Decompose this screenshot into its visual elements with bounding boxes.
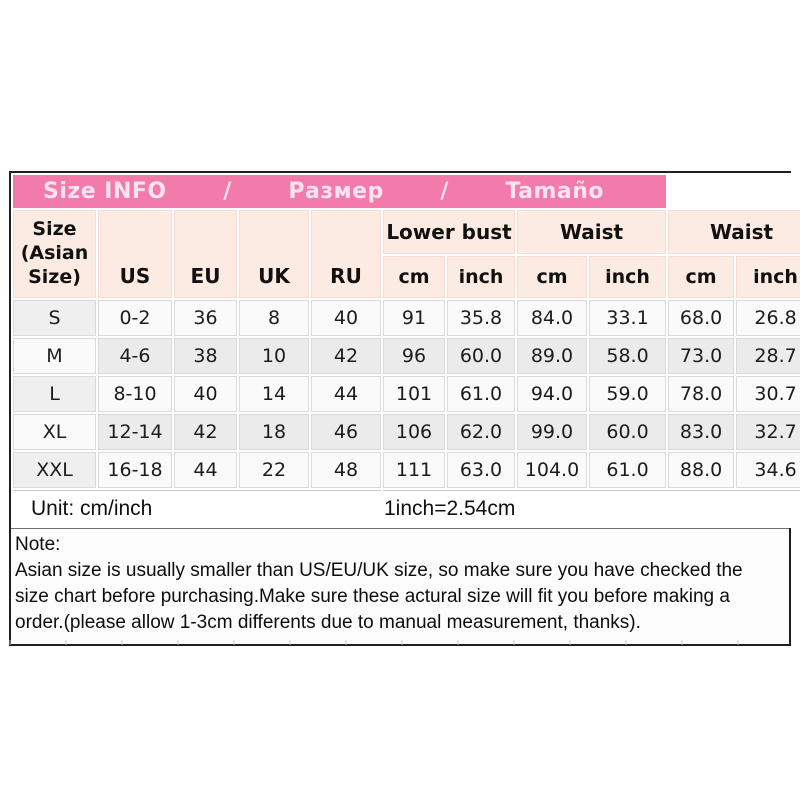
- subheader-inch: inch: [736, 256, 800, 298]
- table-cell: 104.0: [517, 452, 587, 488]
- table-cell: 83.0: [668, 414, 735, 450]
- table-cell: XXL: [13, 452, 96, 488]
- column-header-ru: RU: [311, 210, 381, 298]
- note-heading: Note:: [15, 534, 61, 555]
- table-cell: 26.8: [736, 300, 800, 336]
- table-cell: XL: [13, 414, 96, 450]
- table-cell: 111: [383, 452, 445, 488]
- table-cell: 61.0: [589, 452, 667, 488]
- group-header-row: Size (Asian Size) US EU UK RU Lower bust…: [13, 210, 800, 298]
- note-section: Note: Asian size is usually smaller than…: [11, 528, 789, 645]
- column-header-eu: EU: [174, 210, 237, 298]
- table-row-m: M 4-6 38 10 42 96 60.0 89.0 58.0 73.0 28…: [13, 338, 800, 374]
- table-cell: S: [13, 300, 96, 336]
- conversion-label: 1inch=2.54cm: [383, 490, 800, 526]
- table-cell: L: [13, 376, 96, 412]
- group-header-waist-1: Waist: [517, 210, 667, 255]
- table-cell: 60.0: [589, 414, 667, 450]
- note-text: Asian size is usually smaller than US/EU…: [15, 560, 743, 634]
- table-cell: 44: [174, 452, 237, 488]
- table-cell: 32.7: [736, 414, 800, 450]
- table-cell: 42: [311, 338, 381, 374]
- table-cell: 58.0: [589, 338, 667, 374]
- unit-row: Unit: cm/inch 1inch=2.54cm: [13, 490, 800, 526]
- table-cell: 61.0: [447, 376, 515, 412]
- table-cell: 4-6: [98, 338, 172, 374]
- title-bar-blank: [668, 175, 800, 208]
- table-cell: 12-14: [98, 414, 172, 450]
- size-table: Size INFO / Размер / Tamaño Size (Asian …: [11, 173, 800, 528]
- subheader-inch: inch: [589, 256, 667, 298]
- group-header-waist-2: Waist: [668, 210, 800, 255]
- subheader-inch: inch: [447, 256, 515, 298]
- subheader-cm: cm: [383, 256, 445, 298]
- group-header-lower-bust: Lower bust: [383, 210, 515, 255]
- table-cell: 8-10: [98, 376, 172, 412]
- table-row-xxl: XXL 16-18 44 22 48 111 63.0 104.0 61.0 8…: [13, 452, 800, 488]
- table-cell: 88.0: [668, 452, 735, 488]
- title-separator: /: [440, 179, 449, 204]
- table-cell: 33.1: [589, 300, 667, 336]
- table-cell: 106: [383, 414, 445, 450]
- corner-header-asian-size: Size (Asian Size): [13, 210, 96, 298]
- table-cell: 38: [174, 338, 237, 374]
- title-segment-es: Tamaño: [505, 179, 605, 204]
- table-cell: 48: [311, 452, 381, 488]
- table-cell: 46: [311, 414, 381, 450]
- table-cell: 42: [174, 414, 237, 450]
- table-cell: 99.0: [517, 414, 587, 450]
- table-row-xl: XL 12-14 42 18 46 106 62.0 99.0 60.0 83.…: [13, 414, 800, 450]
- sub-header-row: cm inch cm inch cm inch: [13, 256, 800, 298]
- table-cell: 34.6: [736, 452, 800, 488]
- subheader-cm: cm: [517, 256, 587, 298]
- unit-label: Unit: cm/inch: [13, 490, 381, 526]
- table-cell: 96: [383, 338, 445, 374]
- title-row: Size INFO / Размер / Tamaño: [13, 175, 800, 208]
- subheader-cm: cm: [668, 256, 735, 298]
- column-header-us: US: [98, 210, 172, 298]
- table-cell: 36: [174, 300, 237, 336]
- table-cell: 62.0: [447, 414, 515, 450]
- table-cell: 68.0: [668, 300, 735, 336]
- column-header-uk: UK: [239, 210, 309, 298]
- title-separator: /: [223, 179, 232, 204]
- table-cell: 63.0: [447, 452, 515, 488]
- table-cell: 101: [383, 376, 445, 412]
- size-chart: Size INFO / Размер / Tamaño Size (Asian …: [9, 171, 800, 647]
- table-cell: 73.0: [668, 338, 735, 374]
- table-cell: 35.8: [447, 300, 515, 336]
- table-cell: 40: [311, 300, 381, 336]
- table-cell: 14: [239, 376, 309, 412]
- table-cell: 78.0: [668, 376, 735, 412]
- table-cell: 30.7: [736, 376, 800, 412]
- table-cell: 28.7: [736, 338, 800, 374]
- table-row-l: L 8-10 40 14 44 101 61.0 94.0 59.0 78.0 …: [13, 376, 800, 412]
- table-cell: 44: [311, 376, 381, 412]
- table-cell: M: [13, 338, 96, 374]
- table-row-s: S 0-2 36 8 40 91 35.8 84.0 33.1 68.0 26.…: [13, 300, 800, 336]
- table-cell: 16-18: [98, 452, 172, 488]
- table-cell: 60.0: [447, 338, 515, 374]
- table-cell: 84.0: [517, 300, 587, 336]
- table-cell: 18: [239, 414, 309, 450]
- table-cell: 10: [239, 338, 309, 374]
- table-cell: 8: [239, 300, 309, 336]
- title-segment-ru: Размер: [288, 179, 384, 204]
- table-cell: 89.0: [517, 338, 587, 374]
- table-cell: 0-2: [98, 300, 172, 336]
- title-segment-en: Size INFO: [43, 179, 167, 204]
- table-cell: 91: [383, 300, 445, 336]
- table-cell: 59.0: [589, 376, 667, 412]
- table-cell: 22: [239, 452, 309, 488]
- table-cell: 94.0: [517, 376, 587, 412]
- table-title-bar: Size INFO / Размер / Tamaño: [13, 175, 667, 208]
- table-cell: 40: [174, 376, 237, 412]
- cropped-row-ticks: [9, 640, 791, 645]
